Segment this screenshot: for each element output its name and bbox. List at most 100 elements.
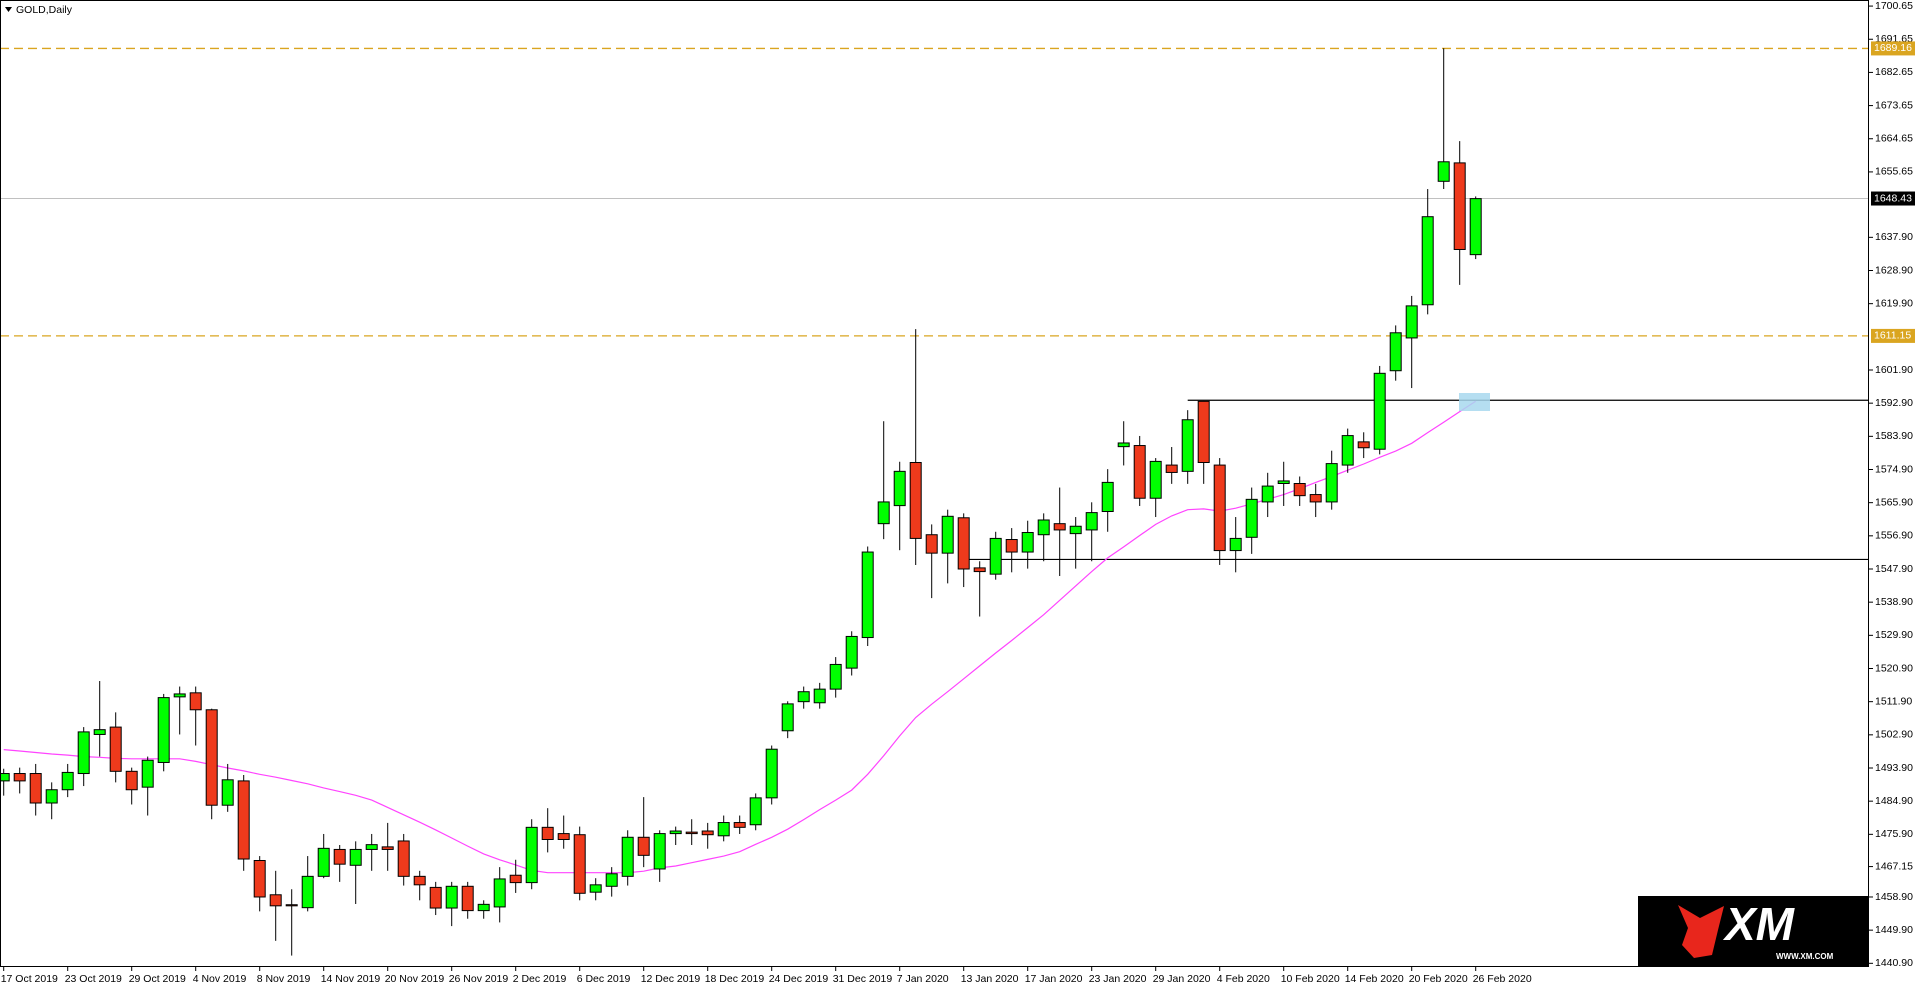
x-tick-label: 17 Jan 2020 xyxy=(1025,973,1083,985)
candle-body xyxy=(1293,483,1306,497)
candle-body xyxy=(413,875,426,886)
candle-body xyxy=(445,885,458,909)
candle-body xyxy=(509,874,522,884)
candle-body xyxy=(733,822,746,828)
candle-body xyxy=(861,551,874,639)
candle-body xyxy=(1469,198,1482,256)
candle-body xyxy=(1197,400,1210,463)
logo-icon xyxy=(1678,905,1724,958)
y-tick-label: 1655.65 xyxy=(1875,166,1913,178)
candle-body xyxy=(973,567,986,573)
candle-body xyxy=(701,830,714,836)
candle-body xyxy=(1421,216,1434,306)
candle-body xyxy=(845,635,858,669)
candle-body xyxy=(813,688,826,704)
candle-body xyxy=(45,789,58,804)
candle-body xyxy=(957,517,970,570)
level-label-box xyxy=(1871,41,1915,56)
candle-body xyxy=(237,780,250,860)
x-tick-label: 2 Dec 2019 xyxy=(513,973,567,985)
plot-area xyxy=(0,47,1869,956)
y-tick-label: 1440.90 xyxy=(1875,957,1913,969)
candle-body xyxy=(477,903,490,912)
candle-body xyxy=(781,703,794,732)
x-tick-label: 26 Nov 2019 xyxy=(449,973,509,985)
candle-body xyxy=(941,515,954,554)
candle-body xyxy=(989,537,1002,575)
y-tick-label: 1520.90 xyxy=(1875,662,1913,674)
y-tick-label: 1601.90 xyxy=(1875,364,1913,376)
y-tick-label: 1475.90 xyxy=(1875,828,1913,840)
candle-body xyxy=(77,731,90,775)
logo-site: WWW.XM.COM xyxy=(1776,952,1834,961)
candle-body xyxy=(157,697,170,763)
x-tick-label: 31 Dec 2019 xyxy=(833,973,893,985)
y-tick-label: 1664.65 xyxy=(1875,133,1913,145)
candle-body xyxy=(1005,539,1018,553)
y-tick-label: 1682.65 xyxy=(1875,66,1913,78)
level-label: 1611.15 xyxy=(1874,330,1911,342)
candle-body xyxy=(1405,305,1418,339)
candle-body xyxy=(557,833,570,840)
x-tick-label: 29 Oct 2019 xyxy=(129,973,186,985)
chart-title: GOLD,Daily xyxy=(16,4,73,16)
candle-body xyxy=(685,831,698,835)
y-tick-label: 1449.90 xyxy=(1875,924,1913,936)
candle-body xyxy=(1069,525,1082,535)
x-tick-label: 26 Feb 2020 xyxy=(1473,973,1532,985)
candle-body xyxy=(1309,494,1322,503)
candle-body xyxy=(1261,485,1274,503)
y-tick-label: 1458.90 xyxy=(1875,891,1913,903)
x-tick-label: 13 Jan 2020 xyxy=(961,973,1019,985)
candle-body xyxy=(893,470,906,507)
candle-body xyxy=(1165,464,1178,473)
x-tick-label: 7 Jan 2020 xyxy=(897,973,949,985)
candle-body xyxy=(1453,162,1466,250)
y-tick-label: 1574.90 xyxy=(1875,463,1913,475)
candle-body xyxy=(269,894,282,907)
x-tick-label: 14 Nov 2019 xyxy=(321,973,381,985)
level-label-box xyxy=(1871,328,1915,343)
y-tick-label: 1511.90 xyxy=(1875,695,1912,707)
y-tick-label: 1673.65 xyxy=(1875,99,1913,111)
candle-body xyxy=(285,904,298,907)
y-tick-label: 1467.15 xyxy=(1875,860,1913,872)
candle-body xyxy=(1053,523,1066,531)
x-tick-label: 4 Nov 2019 xyxy=(193,973,247,985)
logo-background xyxy=(1638,896,1869,967)
candle-body xyxy=(29,773,42,804)
x-tick-label: 4 Feb 2020 xyxy=(1217,973,1270,985)
x-tick-label: 23 Oct 2019 xyxy=(65,973,122,985)
candle-body xyxy=(1357,441,1370,449)
candle-body xyxy=(397,840,410,877)
candle-body xyxy=(125,770,138,791)
candle-body xyxy=(573,834,586,894)
candle-body xyxy=(333,848,346,865)
candle-body xyxy=(1229,537,1242,552)
candle-body xyxy=(765,748,778,799)
candle-body xyxy=(909,461,922,539)
y-tick-label: 1592.90 xyxy=(1875,397,1913,409)
y-tick-label: 1583.90 xyxy=(1875,430,1913,442)
candle-body xyxy=(669,830,682,835)
y-tick-label: 1493.90 xyxy=(1875,762,1913,774)
candle-body xyxy=(13,773,26,782)
candle-body xyxy=(877,501,890,525)
candle-body xyxy=(1325,463,1338,503)
y-tick-label: 1700.65 xyxy=(1875,0,1913,12)
candle-body xyxy=(1213,464,1226,552)
candle-body xyxy=(1117,442,1130,448)
candle-body xyxy=(749,797,762,826)
y-tick-label: 1502.90 xyxy=(1875,729,1913,741)
candle-body xyxy=(829,663,842,690)
candle-body xyxy=(301,875,314,909)
candle-body xyxy=(493,878,506,908)
y-tick-label: 1484.90 xyxy=(1875,795,1913,807)
y-tick-label: 1628.90 xyxy=(1875,264,1913,276)
candle-body xyxy=(349,848,362,866)
candle-body xyxy=(1389,332,1402,372)
candle-body xyxy=(1181,419,1194,472)
candle-body xyxy=(589,884,602,893)
candle-body xyxy=(541,826,554,840)
